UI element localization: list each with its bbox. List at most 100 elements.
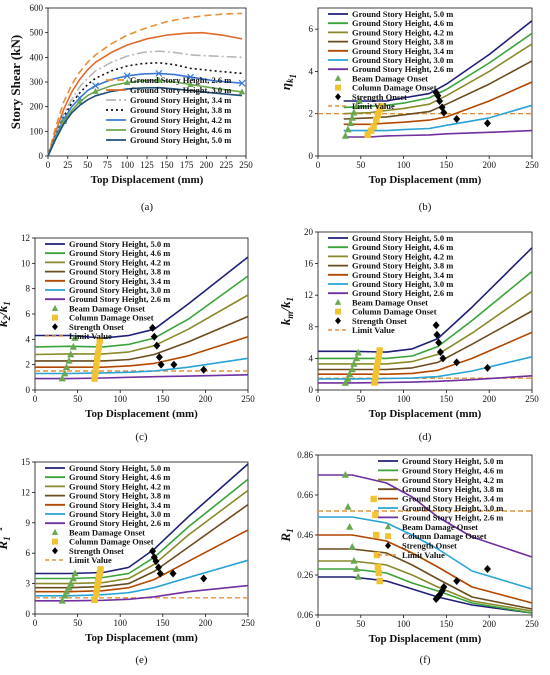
y-tick-label: 16 — [304, 259, 314, 269]
series-line-6 — [35, 584, 249, 602]
y-axis-label: ηk1 — [278, 74, 298, 90]
legend-label: Ground Story Height, 3.0 m — [69, 285, 170, 295]
subfigure-label: (e) — [135, 654, 148, 666]
x-axis-label: Top Displacement (mm) — [85, 408, 198, 420]
x-tick-label: 200 — [200, 160, 214, 170]
legend-label: Ground Story Height, 3.8 m — [402, 484, 503, 494]
subfigure-label: (d) — [419, 431, 432, 443]
y-tick-label: 0 — [309, 151, 314, 161]
y-tick-label: 0.46 — [297, 530, 313, 540]
beam-damage-onset-point — [62, 363, 71, 370]
y-tick-label: 12 — [21, 487, 30, 497]
legend-label: Ground Story Height, 5.0 m — [352, 9, 453, 19]
y-tick-label: 3 — [26, 579, 31, 589]
column-damage-onset-point — [93, 356, 101, 363]
series-marker — [187, 80, 194, 87]
legend-label: Ground Story Height, 4.6 m — [352, 18, 453, 28]
legend-label: Column Damage Onset — [69, 537, 154, 547]
strength-onset-point — [155, 563, 163, 572]
series-line-0 — [318, 576, 533, 614]
strength-onset-point — [433, 330, 441, 339]
column-damage-onset-point — [376, 577, 383, 585]
series-line-1 — [35, 478, 249, 580]
column-damage-onset-point — [375, 352, 382, 360]
series-line-5 — [318, 516, 533, 590]
column-damage-onset-point — [92, 369, 99, 376]
beam-damage-onset-point — [350, 557, 358, 564]
strength-onset-point — [436, 348, 444, 357]
legend-label: Ground Story Height, 2.6 m — [352, 64, 453, 74]
panel-d: 0 50 100 150 200 250 0 4 8 12 16 20 Top Displacement… — [278, 227, 539, 443]
series-line-3 — [318, 310, 533, 371]
legend-label: Ground Story Height, 2.6 m — [69, 294, 170, 304]
column-damage-onset-point — [374, 111, 382, 118]
strength-onset-point — [432, 321, 440, 330]
series-line-0 — [343, 20, 533, 102]
column-damage-onset-point — [373, 116, 380, 124]
series-line-0 — [318, 247, 533, 353]
y-tick-label: 0.66 — [297, 490, 313, 500]
series-line-2 — [47, 50, 243, 157]
legend-swatch — [51, 304, 59, 311]
y-tick-label: 12 — [304, 290, 313, 300]
column-damage-onset-point — [373, 363, 381, 370]
legend-label: Ground Story Height, 3.4 m — [352, 46, 453, 56]
column-damage-onset-point — [372, 511, 379, 519]
series-line-5 — [47, 79, 243, 157]
y-axis-label-ylabel-den_sub: 1 — [285, 297, 295, 302]
series-line-1 — [318, 568, 533, 614]
legend-label: Ground Story Height, 4.2 m — [352, 251, 453, 261]
x-tick-label: 250 — [525, 619, 539, 629]
legend-label: Ground Story Height, 4.6 m — [69, 472, 170, 482]
x-tick-label: 100 — [397, 160, 411, 170]
series-marker — [238, 88, 246, 95]
y-tick-label: 9 — [26, 518, 31, 528]
x-tick-label: 50 — [356, 160, 366, 170]
x-tick-label: 50 — [356, 394, 366, 404]
panel-e: 0 50 100 150 200 250 0 3 6 9 12 15 Top Displacement … — [0, 457, 255, 666]
x-axis-label: Top Displacement (mm) — [85, 632, 198, 644]
beam-damage-onset-point — [348, 543, 356, 550]
legend-label: Ground Story Height, 4.2 m — [402, 475, 503, 485]
x-tick-label: 225 — [219, 160, 233, 170]
legend-label: Ground Story Height, 3.8 m — [352, 37, 453, 47]
series-marker — [92, 82, 99, 90]
strength-onset-point — [170, 360, 178, 369]
beam-damage-onset-point — [65, 356, 73, 364]
legend-label: Limit Value — [352, 325, 395, 335]
x-tick-label: 150 — [156, 618, 170, 628]
series-line-5 — [318, 356, 533, 380]
x-tick-label: 175 — [180, 160, 194, 170]
column-damage-onset-point — [374, 563, 382, 571]
column-damage-onset-point — [372, 374, 379, 381]
y-tick-label: 0.86 — [297, 450, 313, 460]
x-tick-label: 250 — [525, 160, 539, 170]
column-damage-onset-point — [95, 343, 103, 351]
series-line-1 — [343, 32, 533, 109]
y-tick-label: 6 — [26, 309, 31, 319]
column-damage-onset-point — [95, 574, 103, 581]
series-line-6 — [318, 474, 533, 558]
beam-damage-onset-point — [71, 334, 79, 341]
x-tick-label: 100 — [113, 618, 127, 628]
legend-swatch — [52, 538, 58, 545]
y-tick-label: 0 — [309, 385, 314, 395]
beam-damage-onset-point — [352, 565, 361, 572]
series-line-5 — [35, 559, 249, 597]
beam-damage-onset-point — [344, 125, 352, 133]
beam-damage-onset-point — [348, 113, 356, 121]
x-tick-label: 100 — [397, 619, 411, 629]
legend-label: Ground Story Height, 2.6 m — [130, 75, 231, 85]
x-tick-label: 50 — [83, 160, 93, 170]
legend-label: Ground Story Height, 2.6 m — [69, 518, 170, 528]
x-axis-label: Top Displacement (mm) — [369, 174, 482, 186]
legend-swatch — [52, 547, 58, 555]
subfigure-label: (f) — [420, 654, 431, 666]
y-tick-label: 0.06 — [297, 610, 313, 620]
strength-onset-point — [453, 115, 461, 123]
legend-label: Beam Damage Onset — [69, 527, 145, 537]
beam-damage-onset-point — [346, 523, 354, 530]
strength-onset-point — [483, 119, 491, 128]
series-line-0 — [47, 12, 243, 157]
beam-damage-onset-point — [354, 348, 362, 356]
